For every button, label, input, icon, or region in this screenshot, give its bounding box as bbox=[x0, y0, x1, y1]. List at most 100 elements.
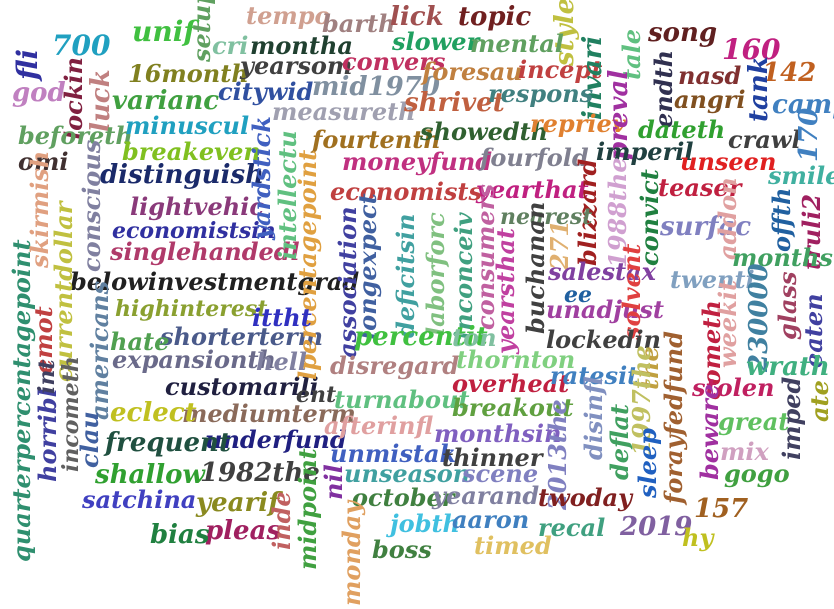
word: hate bbox=[110, 327, 170, 356]
word: 16month bbox=[128, 59, 249, 88]
word: unadjust bbox=[546, 295, 664, 324]
word: scene bbox=[462, 459, 539, 488]
word: lightvehic bbox=[130, 192, 264, 221]
word: october bbox=[352, 483, 455, 512]
word: song bbox=[648, 18, 718, 48]
word: jobth bbox=[390, 509, 461, 538]
word: ittht bbox=[252, 303, 312, 332]
word: yearthat bbox=[476, 175, 589, 204]
word: repriev bbox=[530, 109, 626, 138]
word: deflat bbox=[605, 403, 634, 480]
word: moneyfund bbox=[342, 147, 493, 176]
word: ent bbox=[296, 382, 337, 408]
word: imped bbox=[777, 376, 806, 460]
word: pleas bbox=[205, 516, 282, 546]
word: stolen bbox=[692, 373, 775, 402]
word: cri bbox=[212, 31, 249, 60]
word: breakeven bbox=[122, 137, 261, 166]
word: shorterterm bbox=[160, 322, 324, 351]
word: ratesit bbox=[550, 361, 639, 390]
word: gogo bbox=[724, 459, 790, 488]
word: incept bbox=[518, 55, 603, 84]
word: frequent bbox=[105, 428, 231, 458]
word: aaron bbox=[452, 505, 530, 534]
word: 142 bbox=[762, 58, 817, 88]
word: conscious bbox=[77, 139, 106, 272]
word: yearif bbox=[196, 488, 280, 518]
word: int bbox=[34, 359, 60, 394]
word: boss bbox=[372, 535, 432, 564]
word: unseen bbox=[680, 147, 777, 176]
word: lick bbox=[390, 2, 444, 32]
word: showedth bbox=[420, 117, 549, 146]
word: crawl bbox=[728, 125, 801, 154]
word: omi bbox=[18, 147, 69, 176]
word: hy bbox=[682, 523, 714, 552]
word: twoday bbox=[538, 483, 633, 512]
word: turnabout bbox=[334, 385, 470, 414]
word: citywid bbox=[218, 77, 314, 106]
word: beforeth bbox=[18, 121, 133, 150]
word: dateth bbox=[638, 115, 726, 144]
word: god bbox=[12, 78, 66, 108]
word: yearsthat bbox=[491, 227, 520, 354]
word: economistsin bbox=[112, 218, 276, 244]
word: disinfl bbox=[579, 376, 608, 460]
word: convers bbox=[342, 47, 446, 76]
word: monthsin bbox=[434, 419, 562, 448]
word: shrivet bbox=[404, 88, 505, 118]
word: mid1970 bbox=[312, 72, 440, 102]
word: thinner bbox=[442, 443, 543, 472]
word: 700 bbox=[52, 29, 111, 62]
word: montha bbox=[250, 31, 353, 60]
word: 170 bbox=[794, 107, 824, 162]
word: clau bbox=[75, 411, 104, 468]
word: fourtenth bbox=[312, 125, 441, 154]
word: thornton bbox=[456, 345, 576, 374]
word: great bbox=[718, 407, 790, 436]
word: currentdollar bbox=[49, 201, 78, 382]
word: surfac bbox=[660, 212, 752, 242]
word: bias bbox=[150, 520, 210, 550]
word: salestax bbox=[548, 257, 656, 286]
word: 1982the bbox=[200, 458, 320, 488]
word: fourfold bbox=[480, 143, 589, 172]
word: ee bbox=[564, 282, 592, 308]
word: percentit bbox=[354, 322, 488, 352]
word: shallow bbox=[95, 460, 205, 490]
word: mix bbox=[720, 437, 769, 466]
word: teaser bbox=[658, 173, 742, 202]
word: recal bbox=[538, 513, 606, 542]
word: ate bbox=[805, 380, 834, 422]
word: imperil bbox=[596, 137, 694, 166]
word: smile bbox=[768, 161, 834, 190]
word: customarili bbox=[165, 372, 319, 401]
word: 157 bbox=[694, 494, 749, 524]
word: timed bbox=[474, 531, 552, 560]
word: fli bbox=[11, 49, 44, 80]
word: disregard bbox=[330, 351, 460, 380]
word: afterinfl bbox=[324, 411, 433, 440]
word: yardstick bbox=[247, 116, 276, 240]
word: deficitsin bbox=[391, 213, 420, 338]
word: 2019 bbox=[620, 512, 693, 542]
word: nasd bbox=[678, 61, 742, 90]
word: highinterest bbox=[115, 296, 268, 322]
word: slower bbox=[392, 27, 480, 56]
word: tank bbox=[744, 56, 774, 122]
word: unmistak bbox=[330, 439, 457, 468]
word: yearand bbox=[432, 481, 540, 510]
word: measureth bbox=[272, 97, 416, 126]
word: forayfedfund bbox=[659, 331, 688, 504]
word: unseason bbox=[344, 459, 471, 488]
word: inde bbox=[267, 491, 296, 550]
word: months bbox=[732, 243, 833, 272]
word: eclect bbox=[110, 398, 197, 428]
word: mediumterm bbox=[182, 399, 356, 428]
word: yearsom bbox=[240, 51, 353, 80]
word: monday bbox=[337, 500, 366, 606]
word: lpercentagepoint bbox=[293, 149, 322, 380]
word: horribl bbox=[33, 388, 62, 482]
word: economists bbox=[330, 177, 482, 206]
